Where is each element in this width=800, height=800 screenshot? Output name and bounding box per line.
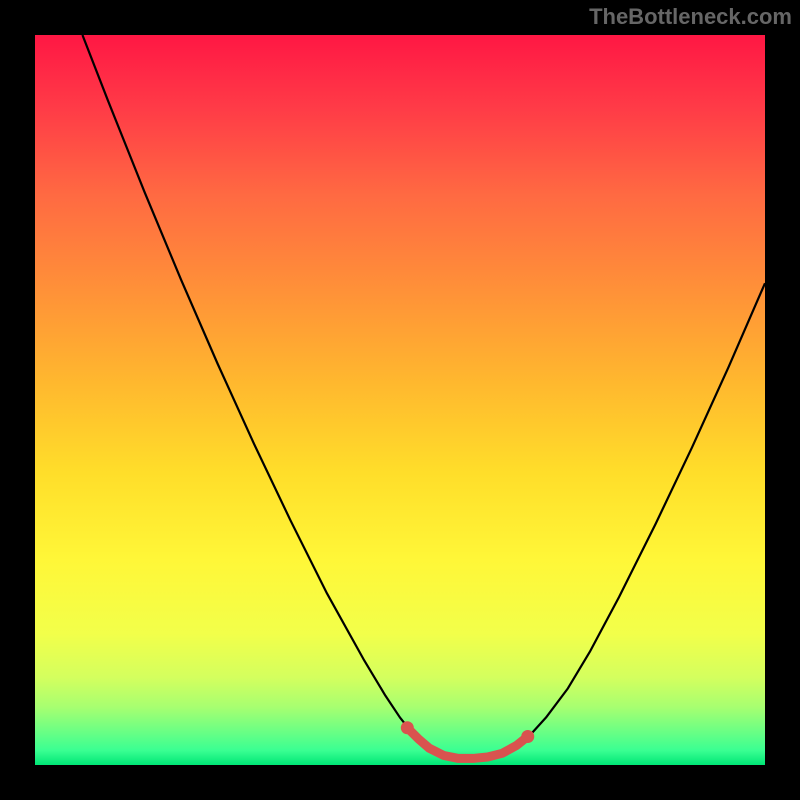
chart-svg bbox=[35, 35, 765, 765]
plot-area bbox=[35, 35, 765, 765]
gradient-background bbox=[35, 35, 765, 765]
watermark-text: TheBottleneck.com bbox=[589, 4, 792, 30]
chart-container: TheBottleneck.com bbox=[0, 0, 800, 800]
highlight-start-marker bbox=[401, 721, 414, 734]
highlight-end-marker bbox=[521, 730, 534, 743]
